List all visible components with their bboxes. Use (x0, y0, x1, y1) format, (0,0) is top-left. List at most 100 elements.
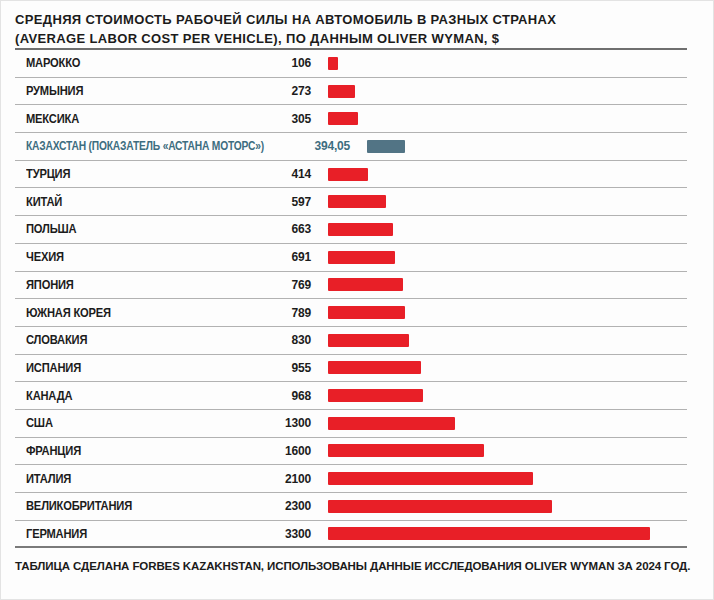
bar (328, 389, 423, 402)
value-label: 414 (266, 167, 311, 181)
bar (328, 500, 552, 513)
country-label: ЯПОНИЯ (26, 278, 266, 292)
value-label: 2300 (266, 499, 311, 513)
country-label-text: МАРОККО (26, 56, 80, 70)
country-label: КИТАЙ (26, 195, 266, 209)
rows: МАРОККО 106 РУМЫНИЯ 273 МЕКСИКА 305 КАЗА… (15, 48, 687, 548)
table-row: СЛОВАКИЯ 830 (15, 327, 687, 355)
bar (328, 112, 358, 125)
bar-area (328, 417, 687, 430)
country-label: ТУРЦИЯ (26, 167, 266, 181)
bar-area (328, 112, 687, 125)
table-row: КАЗАХСТАН (ПОКАЗАТЕЛЬ «АСТАНА МОТОРС») 3… (15, 133, 687, 161)
value-label: 955 (266, 361, 311, 375)
country-label-text: ЧЕХИЯ (26, 250, 64, 264)
country-label: ВЕЛИКОБРИТАНИЯ (26, 499, 266, 513)
table-row: США 1300 (15, 410, 687, 438)
value-label: 769 (266, 278, 311, 292)
country-label-text: ЮЖНАЯ КОРЕЯ (26, 306, 111, 320)
country-label: США (26, 416, 266, 430)
bar-area (328, 361, 687, 374)
country-label: ЮЖНАЯ КОРЕЯ (26, 306, 266, 320)
value-label: 106 (266, 56, 311, 70)
bar-area (367, 140, 687, 153)
country-label-text: СЛОВАКИЯ (26, 333, 87, 347)
table-row: ИТАЛИЯ 2100 (15, 465, 687, 493)
bar (328, 278, 403, 291)
country-label-text: МЕКСИКА (26, 112, 79, 126)
bar (328, 361, 421, 374)
table-row: ИСПАНИЯ 955 (15, 355, 687, 383)
bar (328, 417, 455, 430)
country-label: ПОЛЬША (26, 222, 266, 236)
table-row: ПОЛЬША 663 (15, 216, 687, 244)
bar (328, 168, 368, 181)
bar (328, 223, 393, 236)
bar-area (328, 85, 687, 98)
table-row: ГЕРМАНИЯ 3300 (15, 521, 687, 549)
bar-area (328, 278, 687, 291)
country-label: ГЕРМАНИЯ (26, 527, 266, 541)
country-label: МЕКСИКА (26, 112, 266, 126)
country-label-text: ПОЛЬША (26, 222, 76, 236)
country-label: РУМЫНИЯ (26, 84, 266, 98)
value-label: 1600 (266, 444, 311, 458)
table-row: ВЕЛИКОБРИТАНИЯ 2300 (15, 493, 687, 521)
bar-area (328, 334, 687, 347)
bar (328, 251, 395, 264)
value-label: 1300 (266, 416, 311, 430)
bar-area (328, 168, 687, 181)
bar-area (328, 444, 687, 457)
bar (328, 306, 405, 319)
bar-area (328, 223, 687, 236)
country-label: ИСПАНИЯ (26, 361, 266, 375)
country-label: ЧЕХИЯ (26, 250, 266, 264)
bar (328, 527, 650, 540)
country-label-text: ТУРЦИЯ (26, 167, 70, 181)
bar-area (328, 195, 687, 208)
value-label: 968 (266, 389, 311, 403)
table-row: ФРАНЦИЯ 1600 (15, 438, 687, 466)
value-label: 2100 (266, 472, 311, 486)
country-label-text: ЯПОНИЯ (26, 278, 74, 292)
country-label: ИТАЛИЯ (26, 472, 266, 486)
bar (328, 57, 338, 70)
chart-title: СРЕДНЯЯ СТОИМОСТЬ РАБОЧЕЙ СИЛЫ НА АВТОМО… (1, 1, 713, 48)
chart-title-line1: СРЕДНЯЯ СТОИМОСТЬ РАБОЧЕЙ СИЛЫ НА АВТОМО… (15, 11, 687, 30)
value-label: 691 (266, 250, 311, 264)
bar-area (328, 527, 687, 540)
table-row: РУМЫНИЯ 273 (15, 78, 687, 106)
bar-area (328, 389, 687, 402)
value-label: 273 (266, 84, 311, 98)
bar (367, 140, 405, 153)
bar (328, 472, 533, 485)
country-label: ФРАНЦИЯ (26, 444, 266, 458)
bar (328, 444, 484, 457)
country-label: МАРОККО (26, 56, 266, 70)
table-row: КИТАЙ 597 (15, 188, 687, 216)
country-label-text: ФРАНЦИЯ (26, 444, 81, 458)
table-row: МАРОККО 106 (15, 50, 687, 78)
value-label: 663 (266, 222, 311, 236)
labor-cost-chart: СРЕДНЯЯ СТОИМОСТЬ РАБОЧЕЙ СИЛЫ НА АВТОМО… (0, 0, 714, 600)
table-row: ЯПОНИЯ 769 (15, 272, 687, 300)
country-label-text: ИСПАНИЯ (26, 361, 81, 375)
bar (328, 195, 386, 208)
value-label: 830 (266, 333, 311, 347)
bar-area (328, 57, 687, 70)
bar-area (328, 500, 687, 513)
bar-area (328, 306, 687, 319)
table-row: ЧЕХИЯ 691 (15, 244, 687, 272)
country-label-text: ГЕРМАНИЯ (26, 527, 87, 541)
country-label: СЛОВАКИЯ (26, 333, 266, 347)
chart-title-line2: (AVERAGE LABOR COST PER VEHICLE), ПО ДАН… (15, 30, 687, 49)
country-label-text: КАЗАХСТАН (ПОКАЗАТЕЛЬ «АСТАНА МОТОРС») (26, 139, 264, 153)
country-label-text: США (26, 416, 53, 430)
table-row: ТУРЦИЯ 414 (15, 161, 687, 189)
bar-area (328, 472, 687, 485)
value-label: 789 (266, 306, 311, 320)
bar-area (328, 251, 687, 264)
bar (328, 85, 355, 98)
country-label: КАНАДА (26, 389, 266, 403)
country-label: КАЗАХСТАН (ПОКАЗАТЕЛЬ «АСТАНА МОТОРС») (26, 139, 305, 153)
